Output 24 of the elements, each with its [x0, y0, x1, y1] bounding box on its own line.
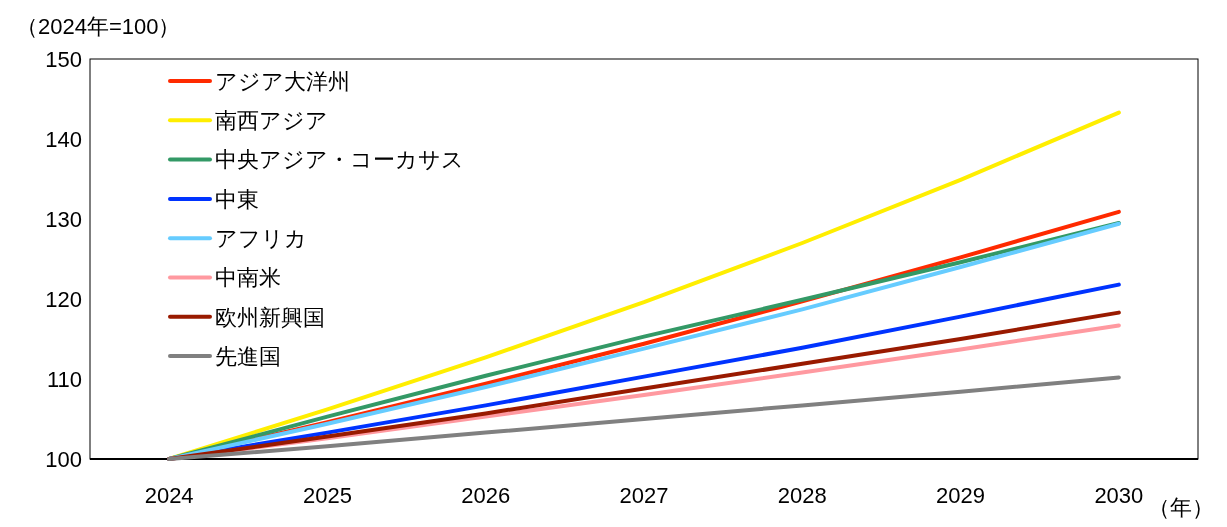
- y-tick-label: 140: [45, 126, 82, 152]
- x-tick-label: 2024: [144, 483, 194, 508]
- legend-label: 南西アジア: [215, 108, 328, 133]
- legend-label: 中東: [215, 186, 259, 212]
- y-tick-label: 100: [45, 446, 82, 472]
- y-tick-label: 130: [45, 206, 82, 232]
- x-tick-label: 2025: [302, 483, 352, 508]
- y-tick-label: 120: [45, 286, 82, 312]
- x-tick-label: 2028: [777, 483, 827, 508]
- x-tick-label: 2026: [461, 483, 511, 508]
- x-tick-label: 2030: [1094, 483, 1144, 508]
- legend-label: 先進国: [215, 343, 281, 369]
- legend-label: アフリカ: [215, 225, 307, 251]
- x-axis-title: （年）: [1148, 495, 1214, 520]
- y-axis-title: （2024年=100）: [16, 14, 181, 39]
- x-tick-label: 2027: [619, 483, 669, 508]
- legend-label: アジア大洋州: [215, 68, 350, 94]
- legend-label: 欧州新興国: [215, 304, 325, 330]
- x-tick-label: 2029: [936, 483, 986, 508]
- y-tick-label: 150: [45, 46, 82, 72]
- line-series: [167, 375, 1121, 461]
- legend-label: 中南米: [215, 265, 281, 291]
- legend-label: 中央アジア・コーカサス: [215, 147, 464, 173]
- y-tick-label: 110: [46, 366, 82, 392]
